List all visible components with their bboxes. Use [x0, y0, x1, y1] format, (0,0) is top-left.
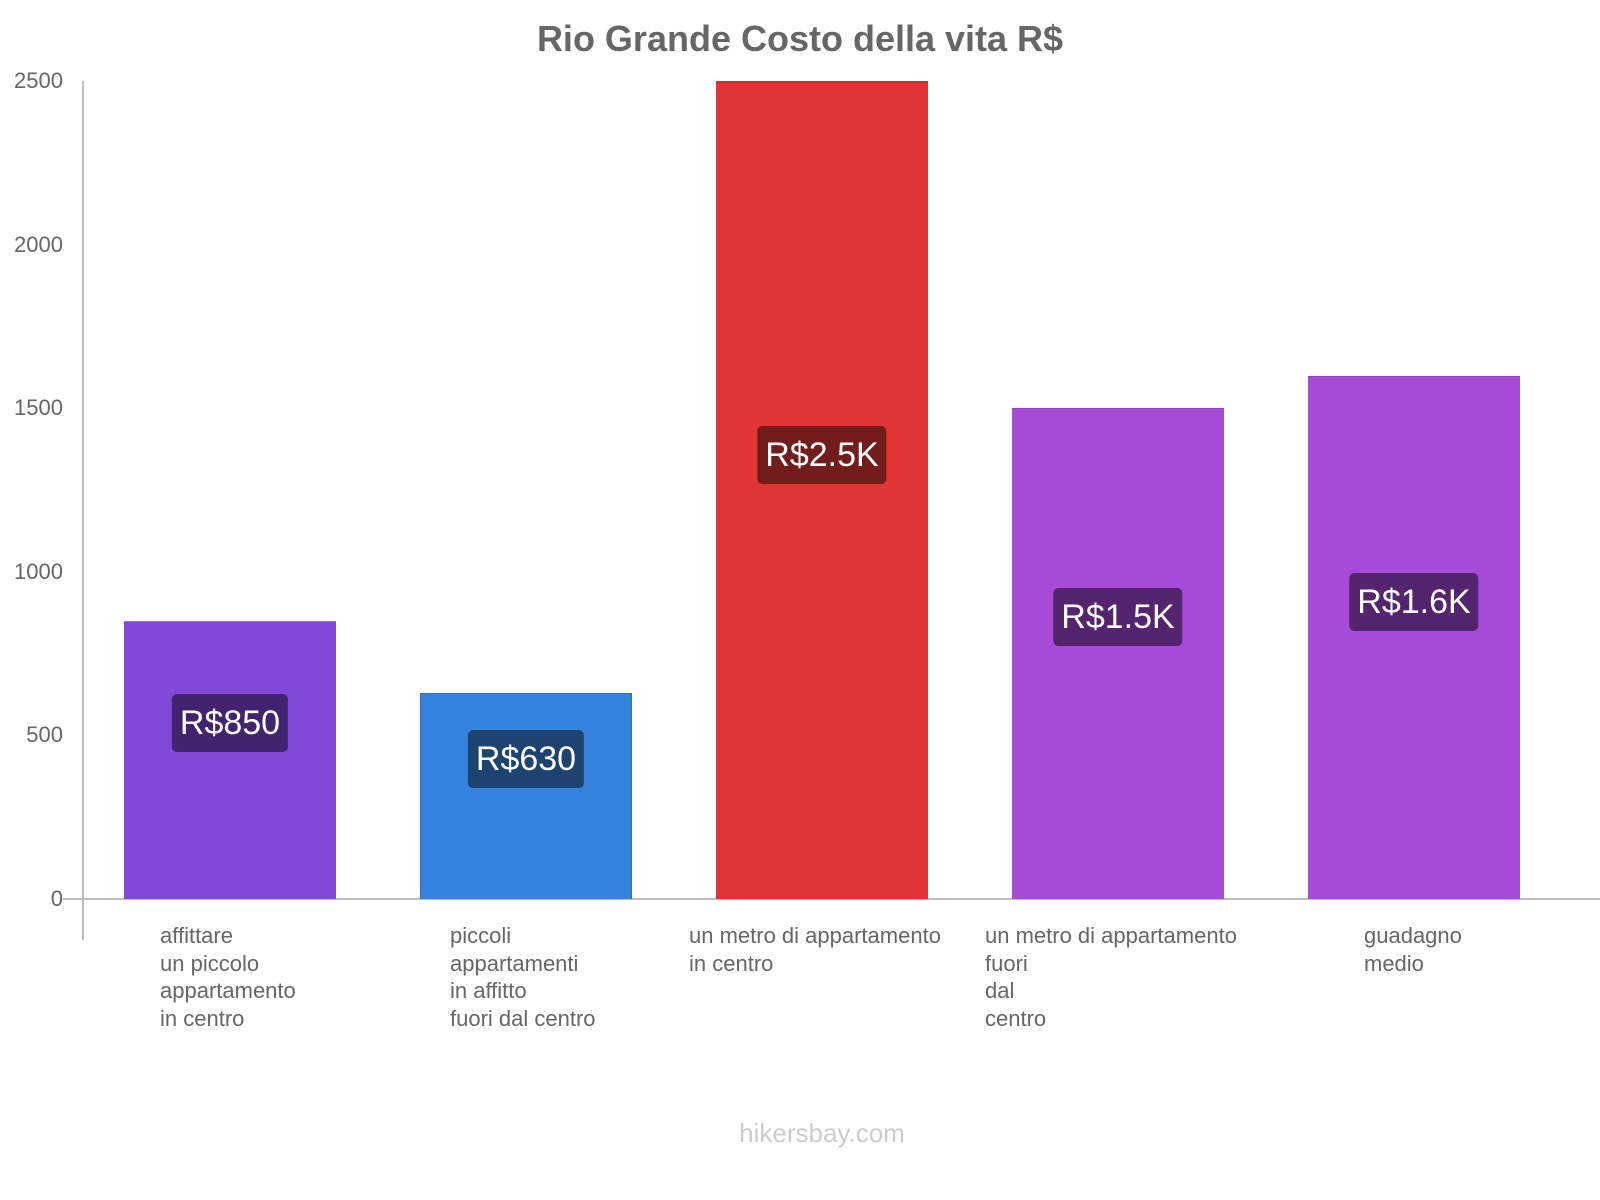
y-tick-2000: 2000 — [14, 232, 63, 257]
watermark: hikersbay.com — [739, 1118, 905, 1148]
x-axis-line — [63, 898, 1600, 900]
x-label: un metro di appartamento fuori dal centr… — [985, 923, 1237, 1031]
bar-average-income — [1308, 376, 1520, 899]
y-tick-0: 0 — [50, 886, 63, 911]
bar-rent-small-apt-center — [124, 621, 336, 899]
x-label: piccoli appartamenti in affitto fuori da… — [450, 923, 596, 1031]
value-label: R$1.6K — [1349, 573, 1479, 631]
x-label: un metro di appartamento in centro — [689, 923, 941, 976]
y-axis-line — [82, 81, 84, 940]
value-label: R$2.5K — [757, 426, 887, 484]
bar-sqm-center — [716, 81, 928, 899]
value-label: R$1.5K — [1053, 588, 1183, 646]
y-tick-1500: 1500 — [14, 395, 63, 420]
x-label: guadagno medio — [1364, 923, 1462, 976]
y-tick-500: 500 — [26, 722, 63, 747]
bar-sqm-outside — [1012, 408, 1224, 899]
y-tick-2500: 2500 — [14, 68, 63, 93]
value-label: R$630 — [467, 730, 585, 788]
value-label: R$850 — [171, 694, 289, 752]
bar-rent-small-apt-outside — [420, 693, 632, 899]
chart-title: Rio Grande Costo della vita R$ — [536, 18, 1064, 59]
x-label: affittare un piccolo appartamento in cen… — [160, 923, 296, 1031]
y-tick-1000: 1000 — [14, 559, 63, 584]
